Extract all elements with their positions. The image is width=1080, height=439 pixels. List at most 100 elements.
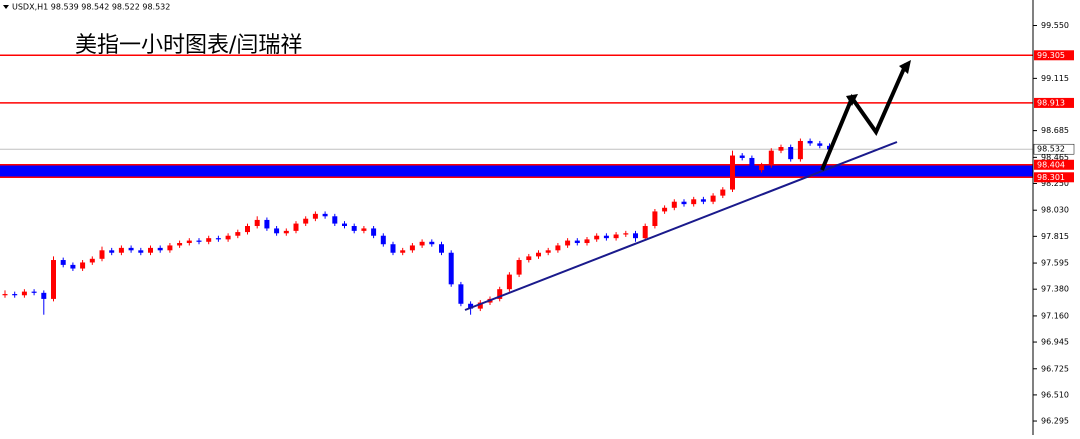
price-axis <box>1033 0 1080 435</box>
candle-body <box>448 252 454 285</box>
candle-body <box>613 234 619 239</box>
candle-body <box>245 226 250 233</box>
y-tick-label: 98.465 <box>1041 153 1069 162</box>
candle-body <box>12 294 18 296</box>
y-tick-label: 99.550 <box>1041 21 1069 30</box>
candle-body <box>264 219 270 229</box>
candle-body <box>274 228 280 234</box>
level-label-box <box>1034 50 1074 61</box>
candle-body <box>215 238 221 240</box>
candle-body <box>21 291 27 296</box>
candle-body <box>506 274 512 290</box>
candle-body <box>807 140 813 144</box>
level-label: 98.913 <box>1037 98 1065 107</box>
candle-body <box>584 239 590 244</box>
candle-body <box>797 140 803 160</box>
level-label: 98.404 <box>1037 160 1065 169</box>
candle-body <box>565 240 571 246</box>
candle-body <box>148 247 153 253</box>
candle-body <box>768 150 774 166</box>
candle-body <box>41 292 47 299</box>
candle-body <box>235 232 241 236</box>
candle-body <box>633 233 638 239</box>
candle-body <box>206 238 212 242</box>
y-tick-label: 96.725 <box>1041 364 1069 373</box>
candle-body <box>516 260 522 275</box>
candle-body <box>788 147 794 160</box>
candle-body <box>691 199 697 205</box>
candle-body <box>322 213 328 217</box>
candle-body <box>409 245 415 251</box>
candle-body <box>594 235 600 240</box>
candle-body <box>138 250 144 253</box>
candle-body <box>380 235 386 245</box>
candle-body <box>574 240 580 244</box>
level-label-box <box>1034 159 1074 170</box>
candle-body <box>293 223 299 231</box>
arrow-head <box>899 60 911 74</box>
candle-body <box>351 226 357 231</box>
arrow-head <box>846 94 858 106</box>
candle-body <box>623 233 629 235</box>
candle-body <box>536 252 541 257</box>
y-tick-label: 98.685 <box>1041 126 1069 135</box>
y-tick-label: 98.250 <box>1041 179 1069 188</box>
candle-body <box>186 240 192 244</box>
y-tick-label: 96.945 <box>1041 338 1069 347</box>
candle-body <box>157 247 163 251</box>
candle-body <box>759 165 765 171</box>
candle-body <box>283 230 289 234</box>
candle-body <box>332 216 338 224</box>
candle-body <box>681 201 687 205</box>
candle-body <box>89 258 95 263</box>
menu-icon <box>3 5 9 9</box>
candle-body <box>2 294 8 296</box>
y-tick-label: 97.160 <box>1041 311 1069 320</box>
candle-body <box>468 303 474 309</box>
candle-body <box>739 155 745 158</box>
candle-body <box>70 264 76 269</box>
candle-body <box>254 219 260 227</box>
candle-body <box>700 199 706 202</box>
candle-body <box>749 157 755 171</box>
symbol-header: USDX,H1 98.539 98.542 98.522 98.532 <box>12 3 170 12</box>
candle-body <box>225 235 231 240</box>
candle-body <box>390 244 396 253</box>
candle-body <box>177 243 183 246</box>
level-label-box <box>1034 97 1074 108</box>
candle-body <box>342 223 347 227</box>
candle-body <box>477 302 483 309</box>
y-tick-label: 96.295 <box>1041 417 1069 426</box>
candle-body <box>371 228 377 236</box>
candle-body <box>439 244 444 253</box>
y-tick-label: 96.510 <box>1041 390 1069 399</box>
candle-body <box>662 207 668 212</box>
candle-body <box>429 241 435 245</box>
candle-body <box>312 213 318 219</box>
level-band <box>0 164 1033 178</box>
candle-body <box>555 245 561 251</box>
candle-body <box>99 250 105 259</box>
candle-body <box>603 235 609 239</box>
candle-body <box>31 291 37 293</box>
candle-body <box>778 147 784 151</box>
candle-body <box>303 218 309 224</box>
level-label-box <box>1034 172 1074 183</box>
candle-body <box>109 250 115 253</box>
candle-body <box>652 211 658 227</box>
candle-body <box>128 247 134 251</box>
candle-body <box>671 201 677 208</box>
y-tick-label: 97.380 <box>1041 285 1069 294</box>
candle-body <box>400 250 406 253</box>
candle-body <box>419 241 425 246</box>
trend-line <box>464 141 898 311</box>
y-tick-label: 98.030 <box>1041 206 1069 215</box>
candle-body <box>60 260 66 265</box>
candle-body <box>458 284 464 304</box>
candle-body <box>526 256 532 261</box>
candle-body <box>545 250 551 253</box>
chart-title: 美指一小时图表/闫瑞祥 <box>75 33 302 58</box>
candle-body <box>720 189 726 196</box>
